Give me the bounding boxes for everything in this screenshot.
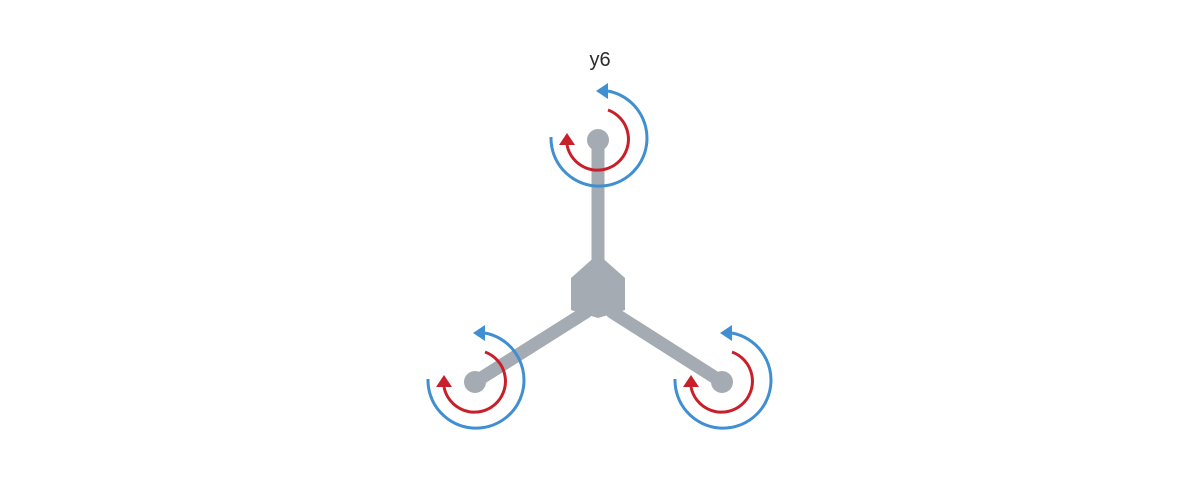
inner-arrowhead-icon: [436, 375, 452, 387]
inner-rotation-arrow-icon: [442, 350, 507, 414]
outer-rotation-arrow-icon: [426, 331, 526, 430]
outer-rotation-arrow-icon: [549, 89, 649, 188]
outer-arrowhead-icon: [720, 325, 732, 341]
inner-rotation-arrow-icon: [689, 350, 754, 414]
frame-title: y6: [589, 49, 610, 71]
outer-rotation-arrow-icon: [673, 331, 773, 430]
inner-arrowhead-icon: [559, 133, 575, 145]
outer-arrowhead-icon: [473, 325, 485, 341]
motor-bottom-left: [464, 371, 486, 393]
inner-arrowhead-icon: [683, 375, 699, 387]
motor-nodes: [464, 129, 733, 393]
outer-arrowhead-icon: [596, 83, 608, 99]
rotor-arrows-bottom-right: [673, 325, 773, 430]
rotor-arrows-bottom-left: [426, 325, 526, 430]
inner-rotation-arrow-icon: [565, 108, 630, 172]
arm-bottom-left: [468, 305, 593, 389]
rotor-arrows-top: [549, 83, 649, 188]
center-body: [571, 254, 625, 318]
arm-bottom-right: [605, 305, 729, 389]
motor-top: [587, 129, 609, 151]
motor-bottom-right: [711, 371, 733, 393]
